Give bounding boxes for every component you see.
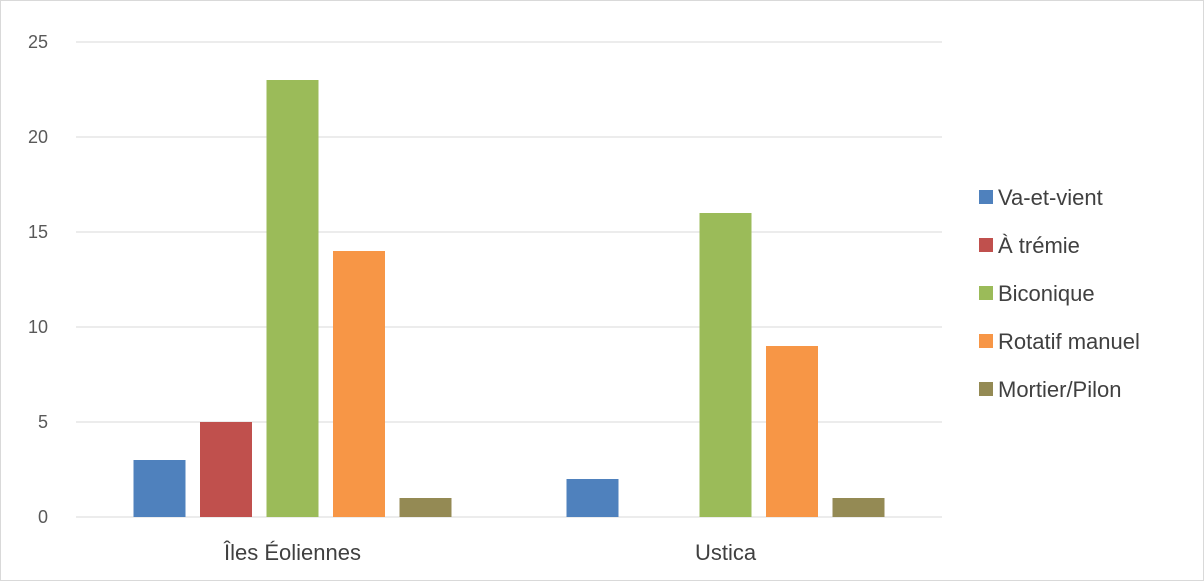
bar-0-0 — [133, 460, 186, 517]
bar-4-0 — [399, 498, 452, 517]
x-category-label: Îles Éoliennes — [223, 540, 361, 565]
y-tick-label: 15 — [28, 222, 48, 242]
y-tick-label: 25 — [28, 32, 48, 52]
legend-label: À trémie — [998, 233, 1080, 258]
legend-label: Rotatif manuel — [998, 329, 1140, 354]
legend-label: Mortier/Pilon — [998, 377, 1121, 402]
bar-2-0 — [266, 80, 319, 517]
y-tick-label: 5 — [38, 412, 48, 432]
x-category-label: Ustica — [695, 540, 757, 565]
y-tick-label: 20 — [28, 127, 48, 147]
bar-2-1 — [699, 213, 752, 517]
legend-label: Va-et-vient — [998, 185, 1103, 210]
legend-swatch — [979, 286, 993, 300]
legend-swatch — [979, 190, 993, 204]
legend-swatch — [979, 238, 993, 252]
legend-swatch — [979, 334, 993, 348]
y-tick-label: 10 — [28, 317, 48, 337]
bar-3-1 — [766, 346, 818, 517]
y-tick-label: 0 — [38, 507, 48, 527]
y-axis-ticks: 0 5 10 15 20 25 — [28, 32, 48, 527]
bar-1-0 — [200, 422, 252, 517]
legend-label: Biconique — [998, 281, 1095, 306]
bar-4-1 — [832, 498, 885, 517]
x-axis-categories: Îles Éoliennes Ustica — [223, 540, 757, 565]
legend-swatch — [979, 382, 993, 396]
bar-3-0 — [333, 251, 385, 517]
bars — [133, 80, 885, 517]
legend: Va-et-vient À trémie Biconique Rotatif manu… — [979, 185, 1140, 402]
bar-0-1 — [566, 479, 619, 517]
